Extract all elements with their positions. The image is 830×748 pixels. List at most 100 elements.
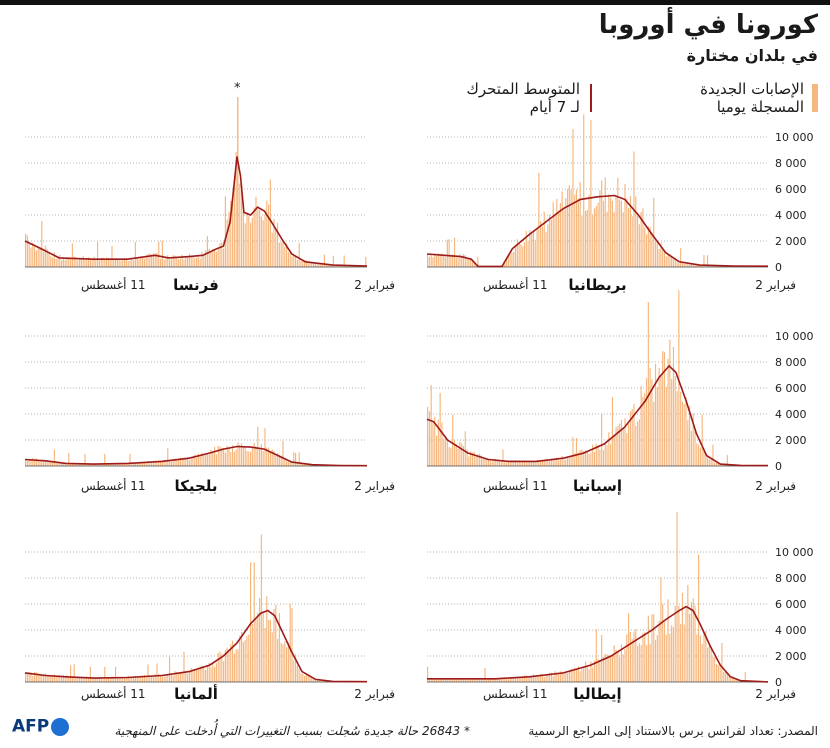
daily-case-bar	[118, 677, 120, 682]
daily-case-bar	[482, 458, 484, 466]
daily-case-bar	[649, 368, 651, 466]
daily-case-bar	[622, 654, 624, 682]
daily-case-bar	[161, 676, 163, 682]
daily-case-bar	[179, 672, 181, 682]
daily-case-bar	[488, 459, 490, 466]
daily-case-bar	[523, 675, 526, 682]
chart-panel-0: 0 2 000 4 000 6 000 8 000 10 000 11 أغسطس 2 فبر…	[426, 114, 814, 294]
daily-case-bar	[302, 462, 304, 466]
daily-case-bar	[595, 206, 597, 267]
daily-case-bar	[125, 677, 127, 682]
daily-case-bar	[154, 460, 156, 466]
daily-case-bar	[318, 679, 320, 682]
daily-case-bar	[583, 450, 585, 466]
daily-case-bar	[269, 619, 271, 682]
daily-case-bar	[273, 450, 275, 466]
daily-case-bar	[188, 460, 190, 466]
daily-case-bar	[450, 679, 452, 682]
daily-case-bar	[178, 672, 180, 682]
daily-case-bar	[275, 229, 277, 267]
daily-case-bar	[106, 257, 108, 267]
daily-case-bar	[672, 346, 675, 466]
daily-case-bar	[732, 677, 734, 682]
daily-case-bar	[636, 215, 639, 267]
daily-case-bar	[565, 198, 567, 267]
daily-case-bar	[84, 453, 86, 466]
daily-case-bar	[205, 669, 207, 682]
daily-case-bar	[64, 676, 66, 682]
daily-case-bar	[502, 677, 504, 682]
daily-case-bar	[325, 264, 327, 267]
daily-case-bar	[235, 151, 237, 267]
daily-case-bar	[228, 211, 230, 267]
daily-case-bar	[208, 662, 210, 682]
daily-case-bar	[257, 426, 259, 466]
daily-case-bar	[199, 455, 201, 466]
daily-case-bar	[52, 676, 54, 682]
daily-case-bar	[305, 464, 307, 466]
daily-case-bar	[620, 200, 622, 267]
daily-case-bar	[37, 460, 39, 466]
daily-case-bar	[221, 447, 223, 466]
daily-case-bar	[428, 411, 430, 466]
daily-case-bar	[223, 248, 225, 267]
daily-case-bar	[120, 677, 122, 682]
daily-case-bar	[450, 256, 452, 267]
daily-case-bar	[479, 453, 481, 466]
daily-case-bar	[295, 654, 297, 682]
daily-case-bar	[610, 197, 612, 267]
daily-case-bar	[561, 671, 563, 682]
daily-case-bar	[340, 265, 342, 267]
daily-case-bar	[262, 220, 264, 267]
daily-case-bar	[143, 258, 145, 267]
daily-case-bar	[511, 460, 513, 466]
daily-case-bar	[446, 440, 448, 466]
daily-case-bar	[314, 263, 316, 267]
daily-case-bar	[318, 262, 320, 267]
daily-case-bar	[296, 665, 298, 682]
daily-case-bar	[545, 674, 547, 682]
daily-case-bar	[300, 462, 302, 466]
daily-case-bar	[52, 460, 54, 466]
daily-case-bar	[565, 459, 567, 466]
daily-case-bar	[278, 454, 280, 466]
daily-case-bar	[649, 644, 651, 682]
daily-case-bar	[66, 463, 68, 466]
daily-case-bar	[250, 222, 252, 267]
daily-case-bar	[523, 242, 526, 267]
daily-case-bar	[656, 240, 658, 267]
daily-case-bar	[242, 642, 244, 682]
moving-average-line	[427, 605, 769, 683]
daily-case-bar	[305, 673, 307, 682]
daily-case-bar	[136, 257, 138, 267]
daily-case-bar	[152, 253, 154, 267]
daily-case-bar	[26, 235, 28, 267]
legend-moving-average: المتوسط المتحرك لـ 7 أيام	[454, 80, 594, 120]
daily-case-bar	[514, 460, 517, 466]
daily-case-bar	[728, 674, 730, 682]
daily-case-bar	[322, 264, 324, 267]
daily-case-bar	[518, 460, 520, 466]
daily-case-bar	[115, 666, 117, 682]
daily-case-bar	[525, 460, 527, 466]
daily-case-bar	[619, 657, 621, 682]
daily-case-bar	[104, 453, 106, 466]
daily-case-bar	[115, 463, 117, 466]
y-tick-label: 8 000	[775, 572, 807, 585]
country-name: فرنسا	[173, 276, 219, 294]
daily-case-bar	[73, 664, 75, 682]
daily-case-bar	[676, 261, 678, 267]
y-tick-label: 2 000	[775, 434, 807, 447]
daily-case-bar	[464, 678, 466, 682]
daily-case-bar	[260, 534, 262, 682]
daily-case-bar	[638, 224, 640, 267]
daily-case-bar	[692, 598, 694, 682]
daily-case-bar	[104, 666, 106, 682]
daily-case-bar	[617, 177, 619, 267]
daily-case-bar	[493, 679, 495, 682]
daily-case-bar	[505, 462, 508, 466]
daily-case-bar	[450, 447, 452, 466]
daily-case-bar	[142, 463, 144, 466]
daily-case-bar	[71, 676, 73, 682]
daily-case-bar	[295, 255, 297, 267]
